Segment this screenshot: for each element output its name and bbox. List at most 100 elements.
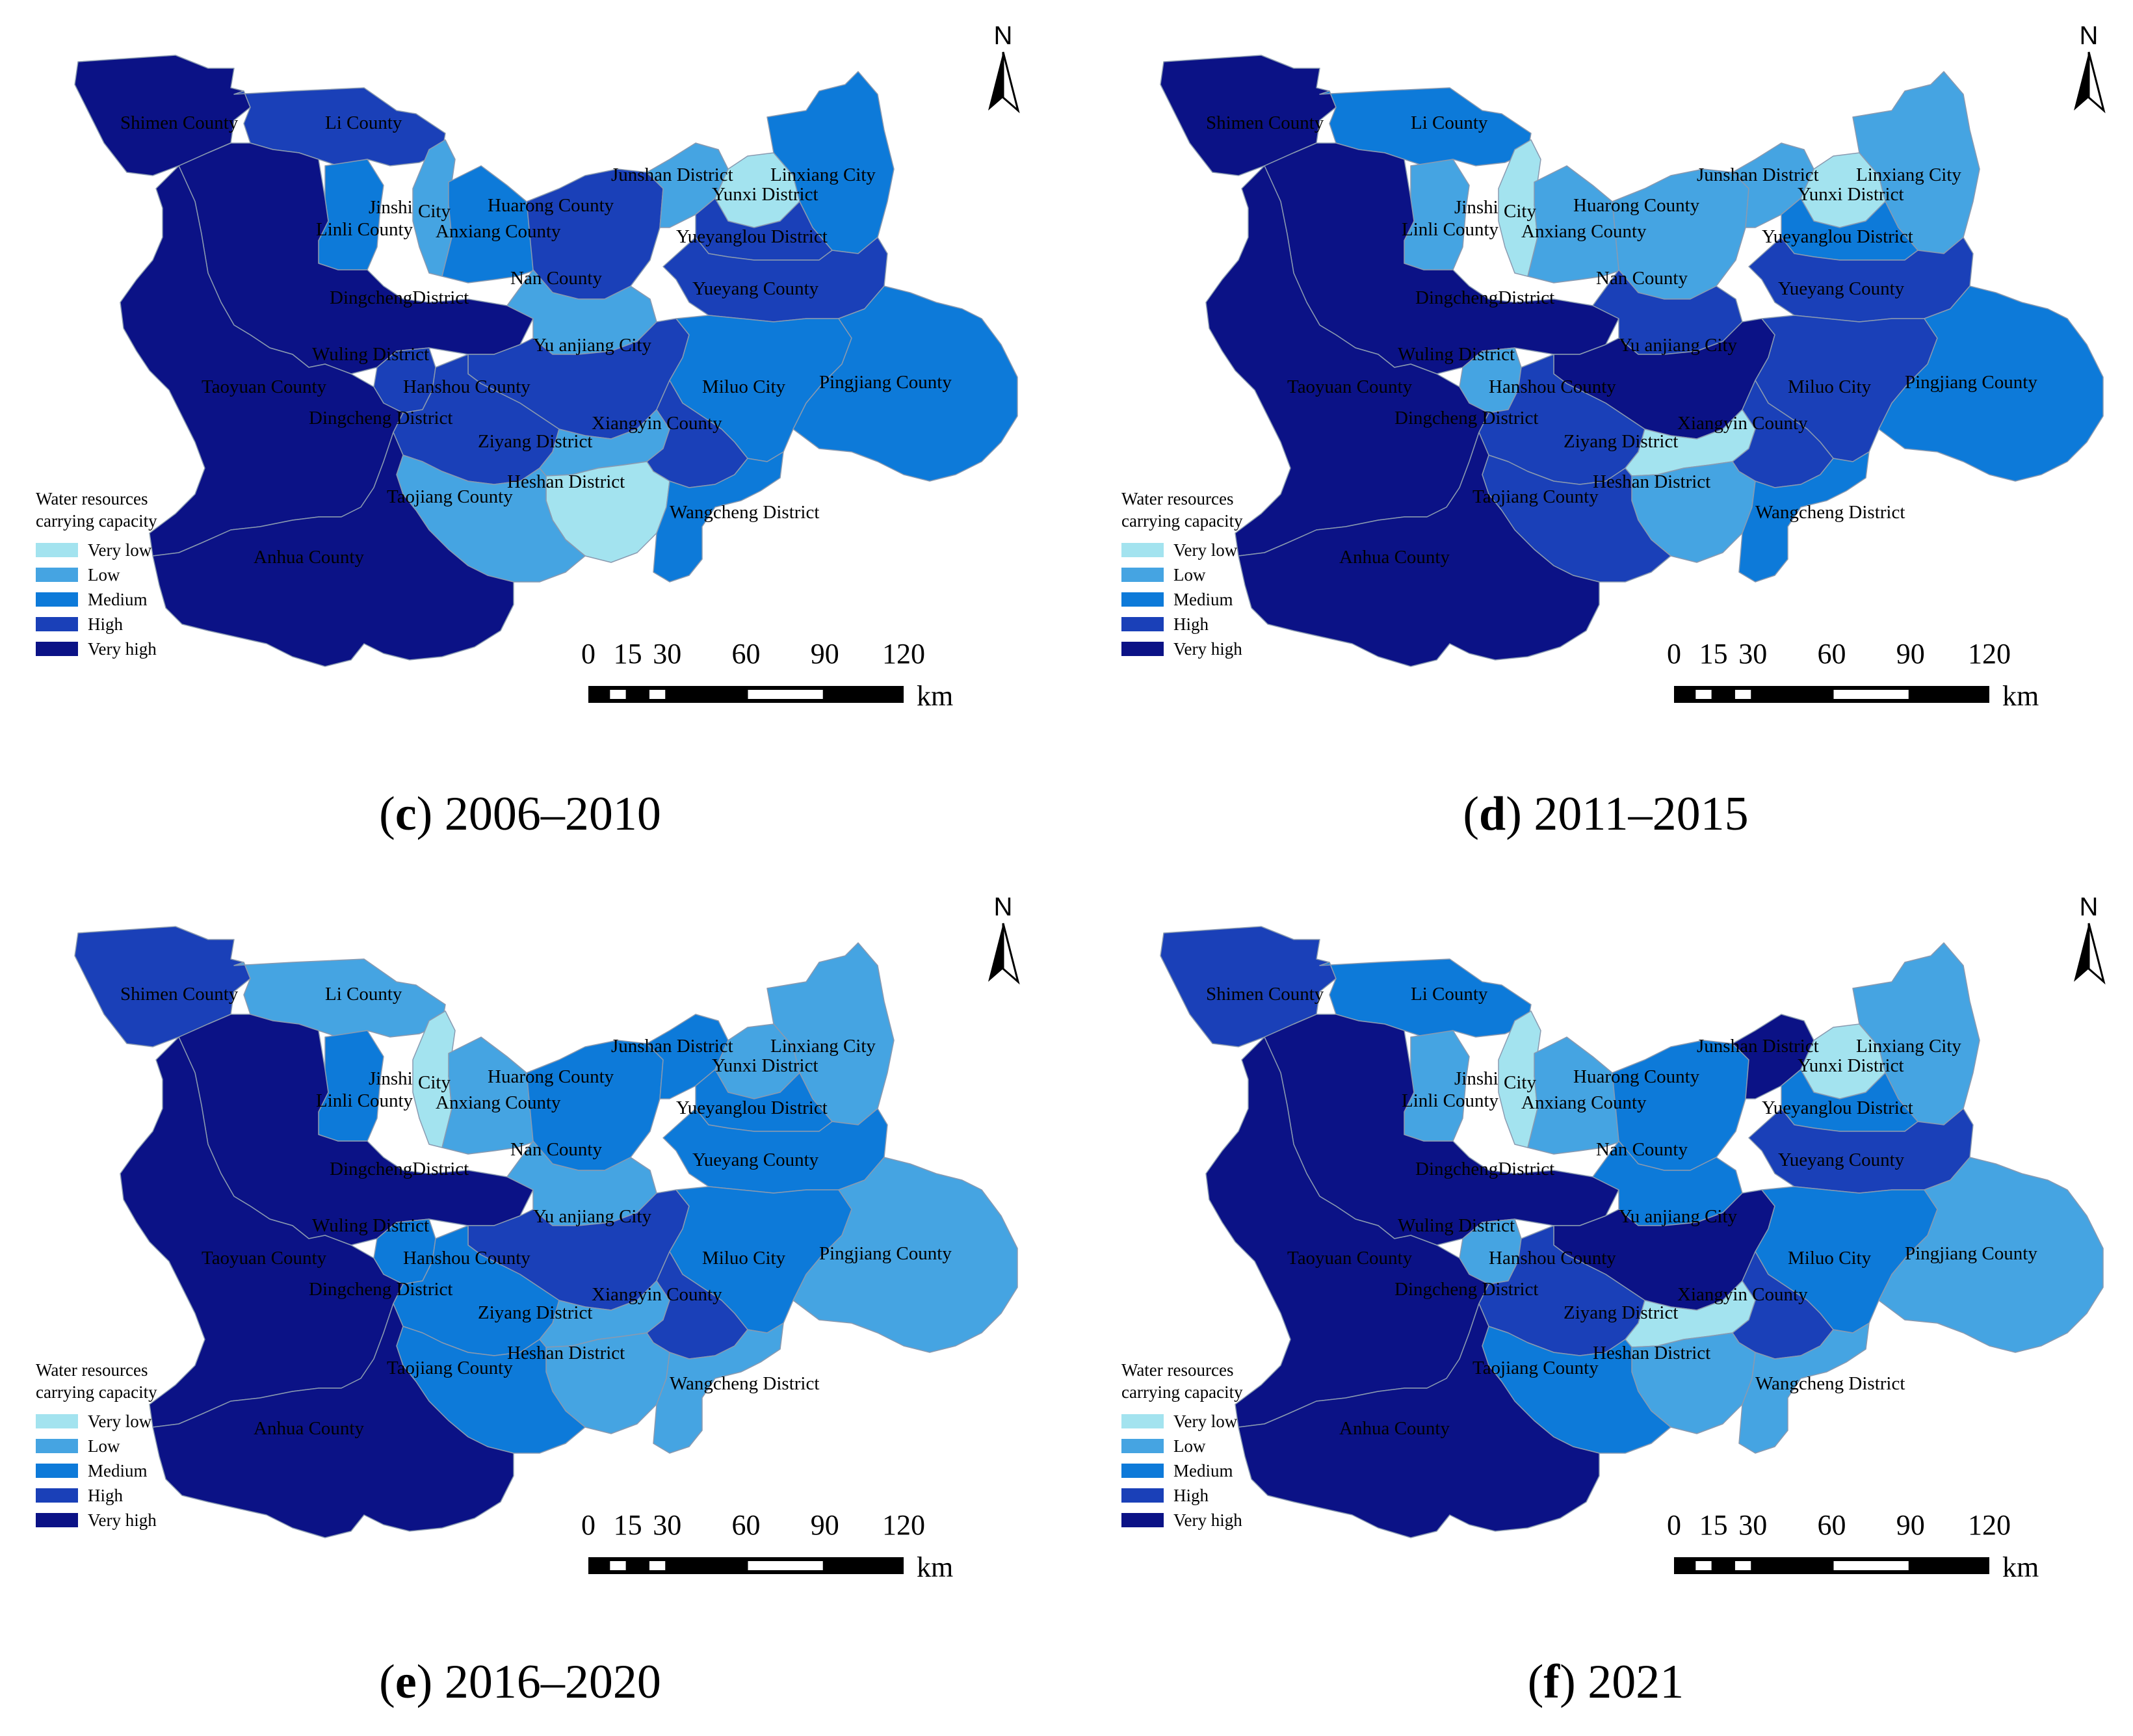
- north-arrow-left: [2074, 52, 2089, 111]
- scale-tick-90: 90: [811, 1509, 839, 1541]
- legend-label-low: Low: [1173, 565, 1206, 585]
- legend-label-very_low: Very low: [88, 1412, 152, 1431]
- label-hanshou: Hanshou County: [403, 376, 530, 397]
- scale-tick-90: 90: [1896, 638, 1925, 670]
- map-panel-c: Shimen County Li County Jinshi City Linli Co…: [13, 13, 1027, 741]
- label-hanshou: Hanshou County: [1489, 1248, 1616, 1269]
- legend-swatch-very_high: [1121, 642, 1164, 656]
- legend-title-line1: Water resources: [36, 489, 148, 508]
- scale-tick-15: 15: [1699, 638, 1728, 670]
- legend-label-high: High: [1173, 1486, 1209, 1505]
- scale-bar-segment: [748, 690, 823, 699]
- legend-label-low: Low: [88, 565, 120, 585]
- district-pingjiang: [792, 1157, 1018, 1353]
- north-arrow-left: [988, 923, 1003, 982]
- legend-swatch-high: [36, 1488, 78, 1503]
- legend-swatch-very_low: [36, 543, 78, 557]
- scale-bar-frame: [1674, 686, 1989, 703]
- scale-tick-60: 60: [1818, 638, 1846, 670]
- north-arrow-right: [1002, 923, 1020, 985]
- district-anxiang: [1527, 165, 1623, 283]
- district-anhua: [152, 1303, 514, 1538]
- label-ziyang: Ziyang District: [1564, 1302, 1678, 1323]
- caption-period: 2011–2015: [1534, 787, 1749, 841]
- scale-unit: km: [2002, 1551, 2039, 1583]
- label-nan: Nan County: [510, 268, 602, 289]
- scale-unit: km: [917, 1551, 953, 1583]
- legend-label-low: Low: [1173, 1436, 1206, 1456]
- legend-label-medium: Medium: [1173, 1461, 1233, 1480]
- legend-label-very_high: Very high: [88, 639, 157, 659]
- legend-swatch-high: [1121, 617, 1164, 631]
- label-yueyanglou: Yueyanglou District: [676, 226, 828, 247]
- legend-title-line2: carrying capacity: [1121, 511, 1243, 531]
- legend-swatch-very_low: [36, 1414, 78, 1428]
- district-anhua: [1238, 1303, 1600, 1538]
- district-polygons: [74, 926, 1018, 1538]
- legend-label-very_low: Very low: [1173, 540, 1238, 560]
- label-li: Li County: [325, 112, 402, 133]
- label-wangcheng: Wangcheng District: [1755, 502, 1905, 523]
- scale-bar-segment: [1695, 1561, 1712, 1570]
- district-linxiang: [766, 942, 895, 1125]
- caption-period: 2021: [1588, 1655, 1684, 1709]
- label-shimen: Shimen County: [1206, 112, 1324, 133]
- label-junshan: Junshan District: [1697, 1036, 1819, 1057]
- label-linxiang: Linxiang City: [770, 164, 876, 185]
- district-anxiang: [1527, 1036, 1623, 1155]
- caption-period: 2016–2020: [444, 1655, 661, 1709]
- label-anhua: Anhua County: [254, 547, 364, 568]
- scale-bar-frame: [588, 1557, 904, 1574]
- legend-swatch-very_high: [36, 642, 78, 656]
- label-hanshou: Hanshou County: [1489, 376, 1616, 397]
- label-taojiang: Taojiang County: [387, 486, 513, 507]
- legend-label-high: High: [88, 614, 124, 634]
- district-wangcheng: [653, 451, 784, 583]
- label-linli: Linli County: [316, 1090, 413, 1111]
- legend: Water resources carrying capacity Very low…: [1121, 489, 1243, 659]
- north-arrow-icon: N: [2074, 893, 2106, 985]
- legend-swatch-low: [36, 568, 78, 582]
- label-ziyang: Ziyang District: [478, 1302, 592, 1323]
- label-nan: Nan County: [1596, 268, 1688, 289]
- map-panel-d: Shimen County Li County Jinshi City Linli Co…: [1099, 13, 2113, 741]
- label-wuling: Wuling District: [312, 344, 429, 365]
- label-taoyuan: Taoyuan County: [202, 376, 327, 397]
- label-taojiang: Taojiang County: [387, 1358, 513, 1378]
- label-miluo: Miluo City: [702, 376, 786, 397]
- legend-title-line1: Water resources: [36, 1360, 148, 1380]
- label-heshan: Heshan District: [1593, 1343, 1710, 1363]
- label-pingjiang: Pingjiang County: [819, 1243, 952, 1264]
- legend-title-line1: Water resources: [1121, 489, 1233, 508]
- label-xiangyin: Xiangyin County: [592, 1284, 722, 1305]
- label-dingcheng1: DingchengDistrict: [1415, 287, 1554, 308]
- north-arrow-icon: N: [2074, 21, 2106, 114]
- scale-tick-60: 60: [732, 1509, 761, 1541]
- legend-swatch-medium: [1121, 1464, 1164, 1478]
- district-linxiang: [1852, 942, 1980, 1125]
- scale-bar-frame: [1674, 1557, 1989, 1574]
- label-jinshi_city: City: [1504, 201, 1536, 222]
- legend-label-very_high: Very high: [88, 1510, 157, 1530]
- scale-tick-120: 120: [1968, 1509, 2011, 1541]
- label-yunxi: Yunxi District: [1798, 1055, 1904, 1076]
- scale-tick-0: 0: [1667, 638, 1681, 670]
- label-linxiang: Linxiang City: [770, 1036, 876, 1057]
- caption-c: (c) 2006–2010: [379, 787, 661, 841]
- legend-label-low: Low: [88, 1436, 120, 1456]
- caption-e: (e) 2016–2020: [379, 1655, 661, 1709]
- label-anhua: Anhua County: [1339, 1418, 1450, 1439]
- scale-bar: 0 15 30 60 90 120 km: [1667, 1495, 2039, 1586]
- label-yueyang: Yueyang County: [1778, 1150, 1905, 1170]
- label-anhua: Anhua County: [1339, 547, 1450, 568]
- label-anxiang: Anxiang County: [1521, 221, 1647, 242]
- caption-letter: d: [1479, 787, 1506, 841]
- label-jinshi_city: City: [418, 201, 451, 222]
- label-miluo: Miluo City: [1788, 376, 1872, 397]
- label-huarong: Huarong County: [488, 1066, 614, 1087]
